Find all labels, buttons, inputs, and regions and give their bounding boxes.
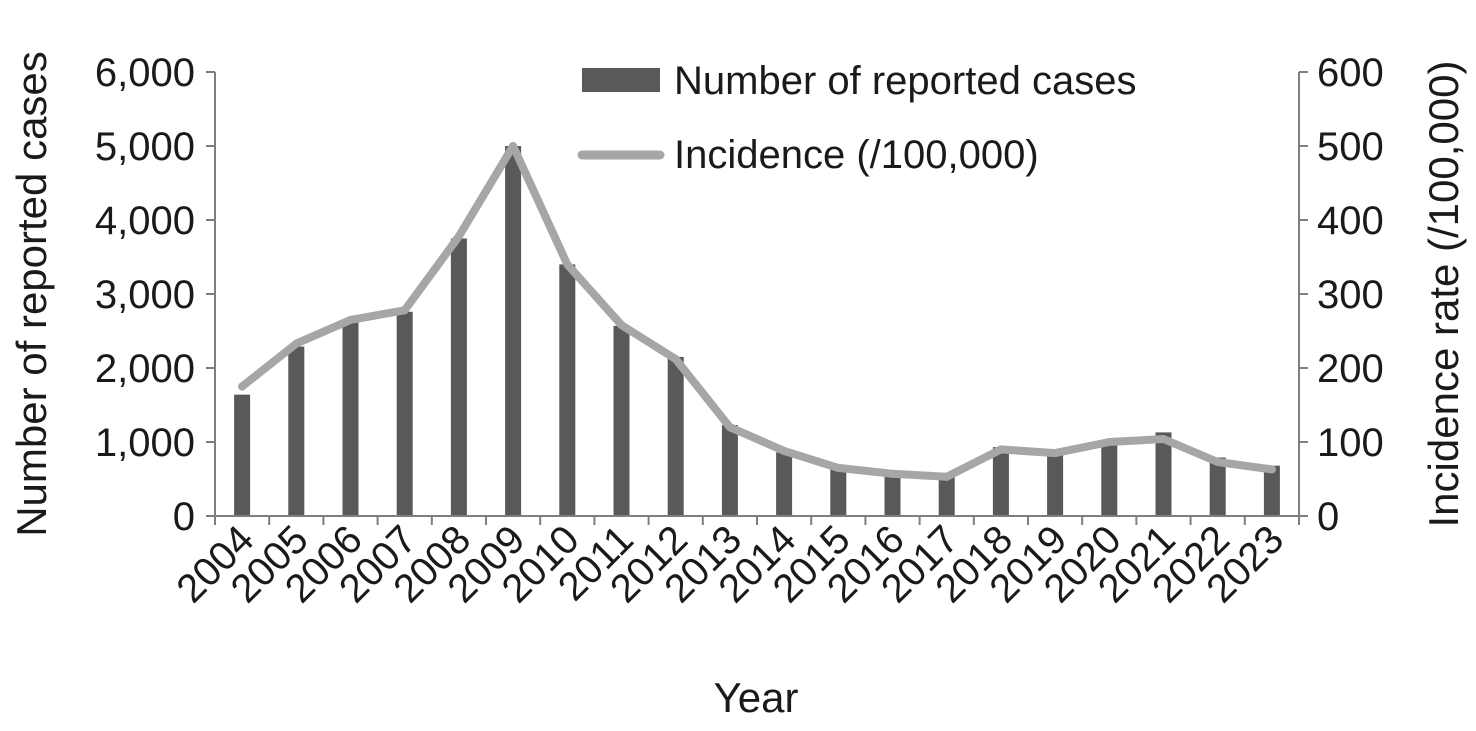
incidence-point-2009 <box>509 142 518 150</box>
bar-2021 <box>1155 432 1172 516</box>
incidence-point-2006 <box>346 315 355 324</box>
legend-label-incidence: Incidence (/100,000) <box>674 133 1039 177</box>
bar-2011 <box>613 325 630 516</box>
left-y-ticks: 0 1,000 2,000 3,000 4,000 5,000 6,000 <box>95 51 215 539</box>
bar-2004 <box>234 394 251 516</box>
line-series-incidence <box>238 142 1276 481</box>
right-tick-label: 0 <box>1317 495 1339 539</box>
bar-2014 <box>776 452 793 516</box>
bar-2017 <box>938 476 955 516</box>
bar-2007 <box>396 311 413 516</box>
bar-2019 <box>1047 450 1064 516</box>
incidence-point-2020 <box>1105 438 1114 446</box>
incidence-point-2016 <box>888 469 897 478</box>
incidence-point-2023 <box>1267 465 1276 474</box>
right-tick-label: 200 <box>1317 347 1384 391</box>
left-tick-label: 5,000 <box>95 125 195 169</box>
bar-2020 <box>1101 440 1118 516</box>
incidence-point-2005 <box>292 339 301 348</box>
incidence-point-2012 <box>671 355 680 364</box>
right-tick-label: 600 <box>1317 51 1384 95</box>
bar-2006 <box>342 322 359 516</box>
incidence-point-2022 <box>1213 457 1222 466</box>
y2-axis-title: Incidence rate (/100,000) <box>1420 61 1467 528</box>
bar-2022 <box>1209 457 1226 516</box>
incidence-point-2017 <box>942 472 951 481</box>
legend: Number of reported cases Incidence (/100… <box>577 59 1136 177</box>
incidence-point-2019 <box>1051 449 1060 458</box>
bar-2016 <box>884 473 901 516</box>
bar-2010 <box>559 264 576 516</box>
left-tick-label: 6,000 <box>95 51 195 95</box>
incidence-point-2007 <box>400 306 409 315</box>
left-tick-label: 4,000 <box>95 199 195 243</box>
incidence-point-2004 <box>238 382 247 391</box>
x-axis-title: Year <box>714 674 799 721</box>
right-tick-label: 500 <box>1317 125 1384 169</box>
incidence-point-2014 <box>780 446 789 455</box>
left-tick-label: 0 <box>173 495 195 539</box>
right-tick-label: 100 <box>1317 421 1384 465</box>
right-tick-label: 400 <box>1317 199 1384 243</box>
legend-swatch-bar <box>582 68 660 92</box>
bar-2009 <box>505 146 522 516</box>
incidence-point-2018 <box>996 445 1005 454</box>
right-tick-label: 300 <box>1317 273 1384 317</box>
y-axis-title: Number of reported cases <box>8 51 55 537</box>
incidence-point-2008 <box>454 232 463 241</box>
bar-2018 <box>992 447 1009 516</box>
x-ticks: 2004200520062007200820092010201120122013… <box>168 516 1300 611</box>
incidence-point-2011 <box>617 321 626 330</box>
bar-2012 <box>667 356 684 516</box>
incidence-point-2013 <box>725 423 734 432</box>
left-tick-label: 1,000 <box>95 421 195 465</box>
legend-label-cases: Number of reported cases <box>674 59 1136 103</box>
bar-2013 <box>721 424 738 516</box>
bar-2015 <box>830 467 847 516</box>
right-y-ticks: 0 100 200 300 400 500 600 <box>1299 51 1384 539</box>
incidence-point-2015 <box>834 463 843 472</box>
incidence-line <box>238 142 1276 481</box>
incidence-point-2021 <box>1159 435 1168 444</box>
left-tick-label: 3,000 <box>95 273 195 317</box>
bar-2023 <box>1263 465 1280 516</box>
bar-2005 <box>288 346 305 516</box>
bar-2008 <box>450 238 467 516</box>
bar-series-reported-cases <box>234 146 1280 516</box>
incidence-point-2010 <box>563 260 572 269</box>
left-tick-label: 2,000 <box>95 347 195 391</box>
